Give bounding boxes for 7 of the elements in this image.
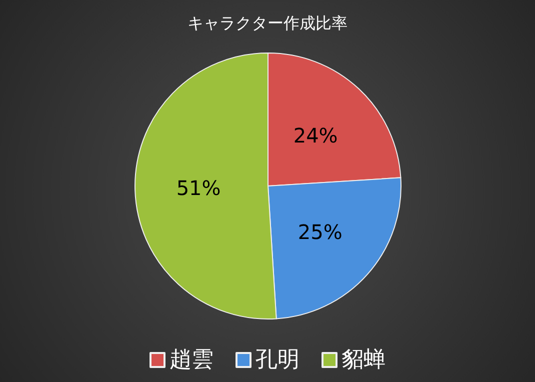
chart-title: キャラクター作成比率 (188, 14, 348, 32)
data-label: 25% (298, 220, 342, 244)
data-label: 51% (176, 176, 221, 200)
legend-label: 孔明 (256, 348, 300, 372)
legend-label: 趙雲 (170, 348, 214, 372)
data-label: 24% (293, 123, 338, 148)
legend-label: 貂蝉 (342, 348, 386, 372)
